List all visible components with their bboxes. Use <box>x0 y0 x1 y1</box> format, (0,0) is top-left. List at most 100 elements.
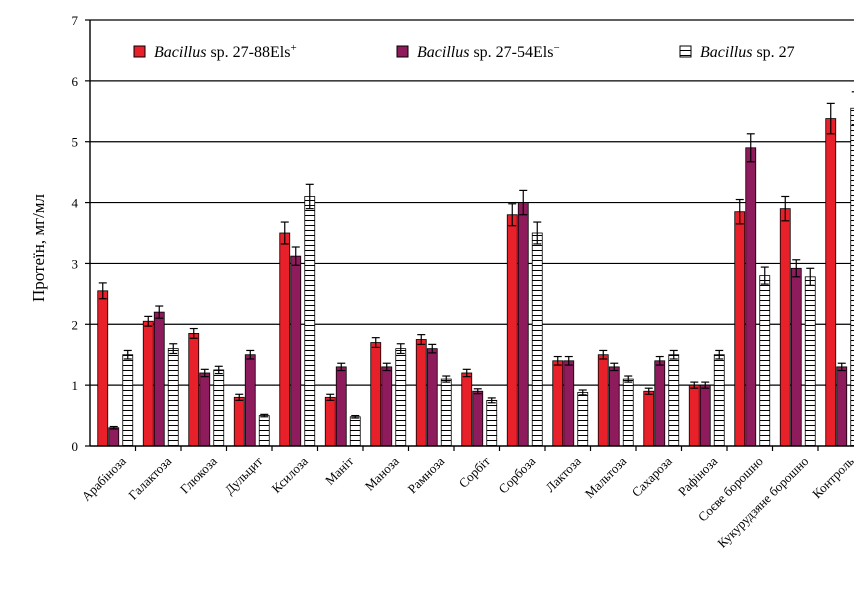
y-tick-label: 3 <box>72 256 79 271</box>
error-bar-s3-8 <box>442 375 451 383</box>
error-bar-s2-6 <box>337 362 346 372</box>
bar-s2-9 <box>472 390 484 447</box>
bar-s1-14 <box>688 384 700 447</box>
bars <box>97 91 854 447</box>
x-category-label: Арабіноза <box>78 453 129 504</box>
bar-s3-9 <box>486 399 498 447</box>
bar-s1-6 <box>324 396 336 447</box>
bar-s2-16 <box>790 267 802 447</box>
error-bar-s3-7 <box>396 343 405 355</box>
error-bar-s2-7 <box>382 362 391 372</box>
bar-s1-15 <box>734 211 746 447</box>
bar-s2-6 <box>335 366 347 447</box>
error-bar-s2-15 <box>746 133 755 163</box>
x-category-label: Рамноза <box>405 453 448 496</box>
error-bar-s3-9 <box>487 397 496 404</box>
error-bar-s1-17 <box>826 102 835 135</box>
legend-label-italic: Bacillus <box>700 44 752 61</box>
x-category-label: Мальтоза <box>582 453 630 501</box>
legend-label-rest: sp. 27 <box>752 44 794 61</box>
y-tick-label: 1 <box>72 378 79 393</box>
legend-label-italic: Bacillus <box>417 44 469 61</box>
bar-s1-10 <box>506 214 518 447</box>
legend-label-rest: sp. 27-54Els <box>469 44 553 61</box>
error-bar-s1-1 <box>98 282 107 300</box>
bar-s3-13 <box>668 354 680 447</box>
error-bar-s1-3 <box>189 327 198 339</box>
x-category-label: Глюкоза <box>177 453 220 496</box>
legend-label: Bacillus sp. 27 <box>700 44 795 61</box>
error-bar-s3-10 <box>533 221 542 245</box>
error-bar-s2-8 <box>428 343 437 354</box>
bar-s1-12 <box>597 354 609 447</box>
x-category-label: Сахароза <box>629 453 675 499</box>
error-bar-s2-16 <box>792 259 801 278</box>
error-bar-s1-4 <box>235 393 244 401</box>
error-bar-s1-11 <box>553 355 562 366</box>
error-bar-s1-12 <box>599 349 608 360</box>
error-bar-s1-2 <box>144 315 153 327</box>
bar-s2-3 <box>199 372 211 447</box>
bar-s2-8 <box>426 348 438 447</box>
bar-s2-1 <box>108 427 120 447</box>
error-bar-s3-4 <box>260 413 269 418</box>
y-tick-label: 7 <box>72 13 79 28</box>
bar-s3-11 <box>577 392 589 447</box>
error-bar-s1-8 <box>417 334 426 345</box>
bar-s2-14 <box>699 384 711 447</box>
error-bar-s3-6 <box>351 414 360 419</box>
error-bar-s3-2 <box>169 343 178 355</box>
error-bar-s3-3 <box>214 365 223 375</box>
error-bar-s1-5 <box>280 221 289 245</box>
y-tick-label: 2 <box>72 317 79 332</box>
error-bar-s3-17 <box>851 91 854 126</box>
bar-s3-14 <box>713 354 725 447</box>
y-tick-label: 5 <box>72 135 79 150</box>
bar-s3-6 <box>349 416 361 447</box>
y-tick-label: 0 <box>72 439 79 454</box>
legend-label: Bacillus sp. 27-88Els+ <box>154 42 297 61</box>
bar-s3-7 <box>395 348 407 447</box>
error-bar-s1-9 <box>462 368 471 378</box>
error-bar-s1-10 <box>508 203 517 227</box>
bar-s2-17 <box>836 366 848 447</box>
x-category-label: Кукурудзяне борошно <box>714 454 811 551</box>
bar-s3-4 <box>258 415 270 447</box>
legend-label-rest: sp. 27-88Els <box>206 44 290 61</box>
bar-s3-12 <box>622 378 634 447</box>
bar-s1-3 <box>188 333 200 447</box>
error-bar-s3-12 <box>624 375 633 383</box>
error-bar-s2-4 <box>246 349 255 360</box>
error-bar-s2-5 <box>291 246 300 266</box>
x-category-label: Контроль <box>809 453 854 501</box>
error-bar-s3-15 <box>760 266 769 285</box>
legend-item-1: Bacillus sp. 27-88Els+ <box>133 42 297 61</box>
x-category-label: Дульцит <box>222 453 266 497</box>
bar-s1-9 <box>461 372 473 447</box>
error-bar-s1-7 <box>371 337 380 349</box>
x-category-label: Галактоза <box>125 453 174 502</box>
bar-s3-2 <box>167 348 179 447</box>
x-category-label: Маніт <box>322 453 357 488</box>
axes <box>85 19 854 451</box>
error-bar-s2-1 <box>109 425 118 430</box>
error-bar-s2-3 <box>200 368 209 378</box>
error-bar-s3-16 <box>806 267 815 286</box>
legend-label-italic: Bacillus <box>154 44 206 61</box>
legend-item-2: Bacillus sp. 27-54Els− <box>396 42 560 61</box>
bar-s1-17 <box>825 118 837 447</box>
legend-swatch <box>396 45 409 58</box>
x-category-label: Сорбоза <box>495 453 538 496</box>
bar-s2-13 <box>654 360 666 447</box>
error-bar-s3-11 <box>578 389 587 396</box>
bar-s3-15 <box>759 275 771 447</box>
bar-s1-2 <box>142 320 154 447</box>
bar-s2-15 <box>745 147 757 447</box>
bar-s3-10 <box>531 232 543 447</box>
error-bar-s1-15 <box>735 198 744 225</box>
bar-s2-7 <box>381 366 393 447</box>
error-bar-s2-13 <box>655 355 664 366</box>
bar-s2-4 <box>244 354 256 447</box>
bar-s3-17 <box>850 107 854 447</box>
